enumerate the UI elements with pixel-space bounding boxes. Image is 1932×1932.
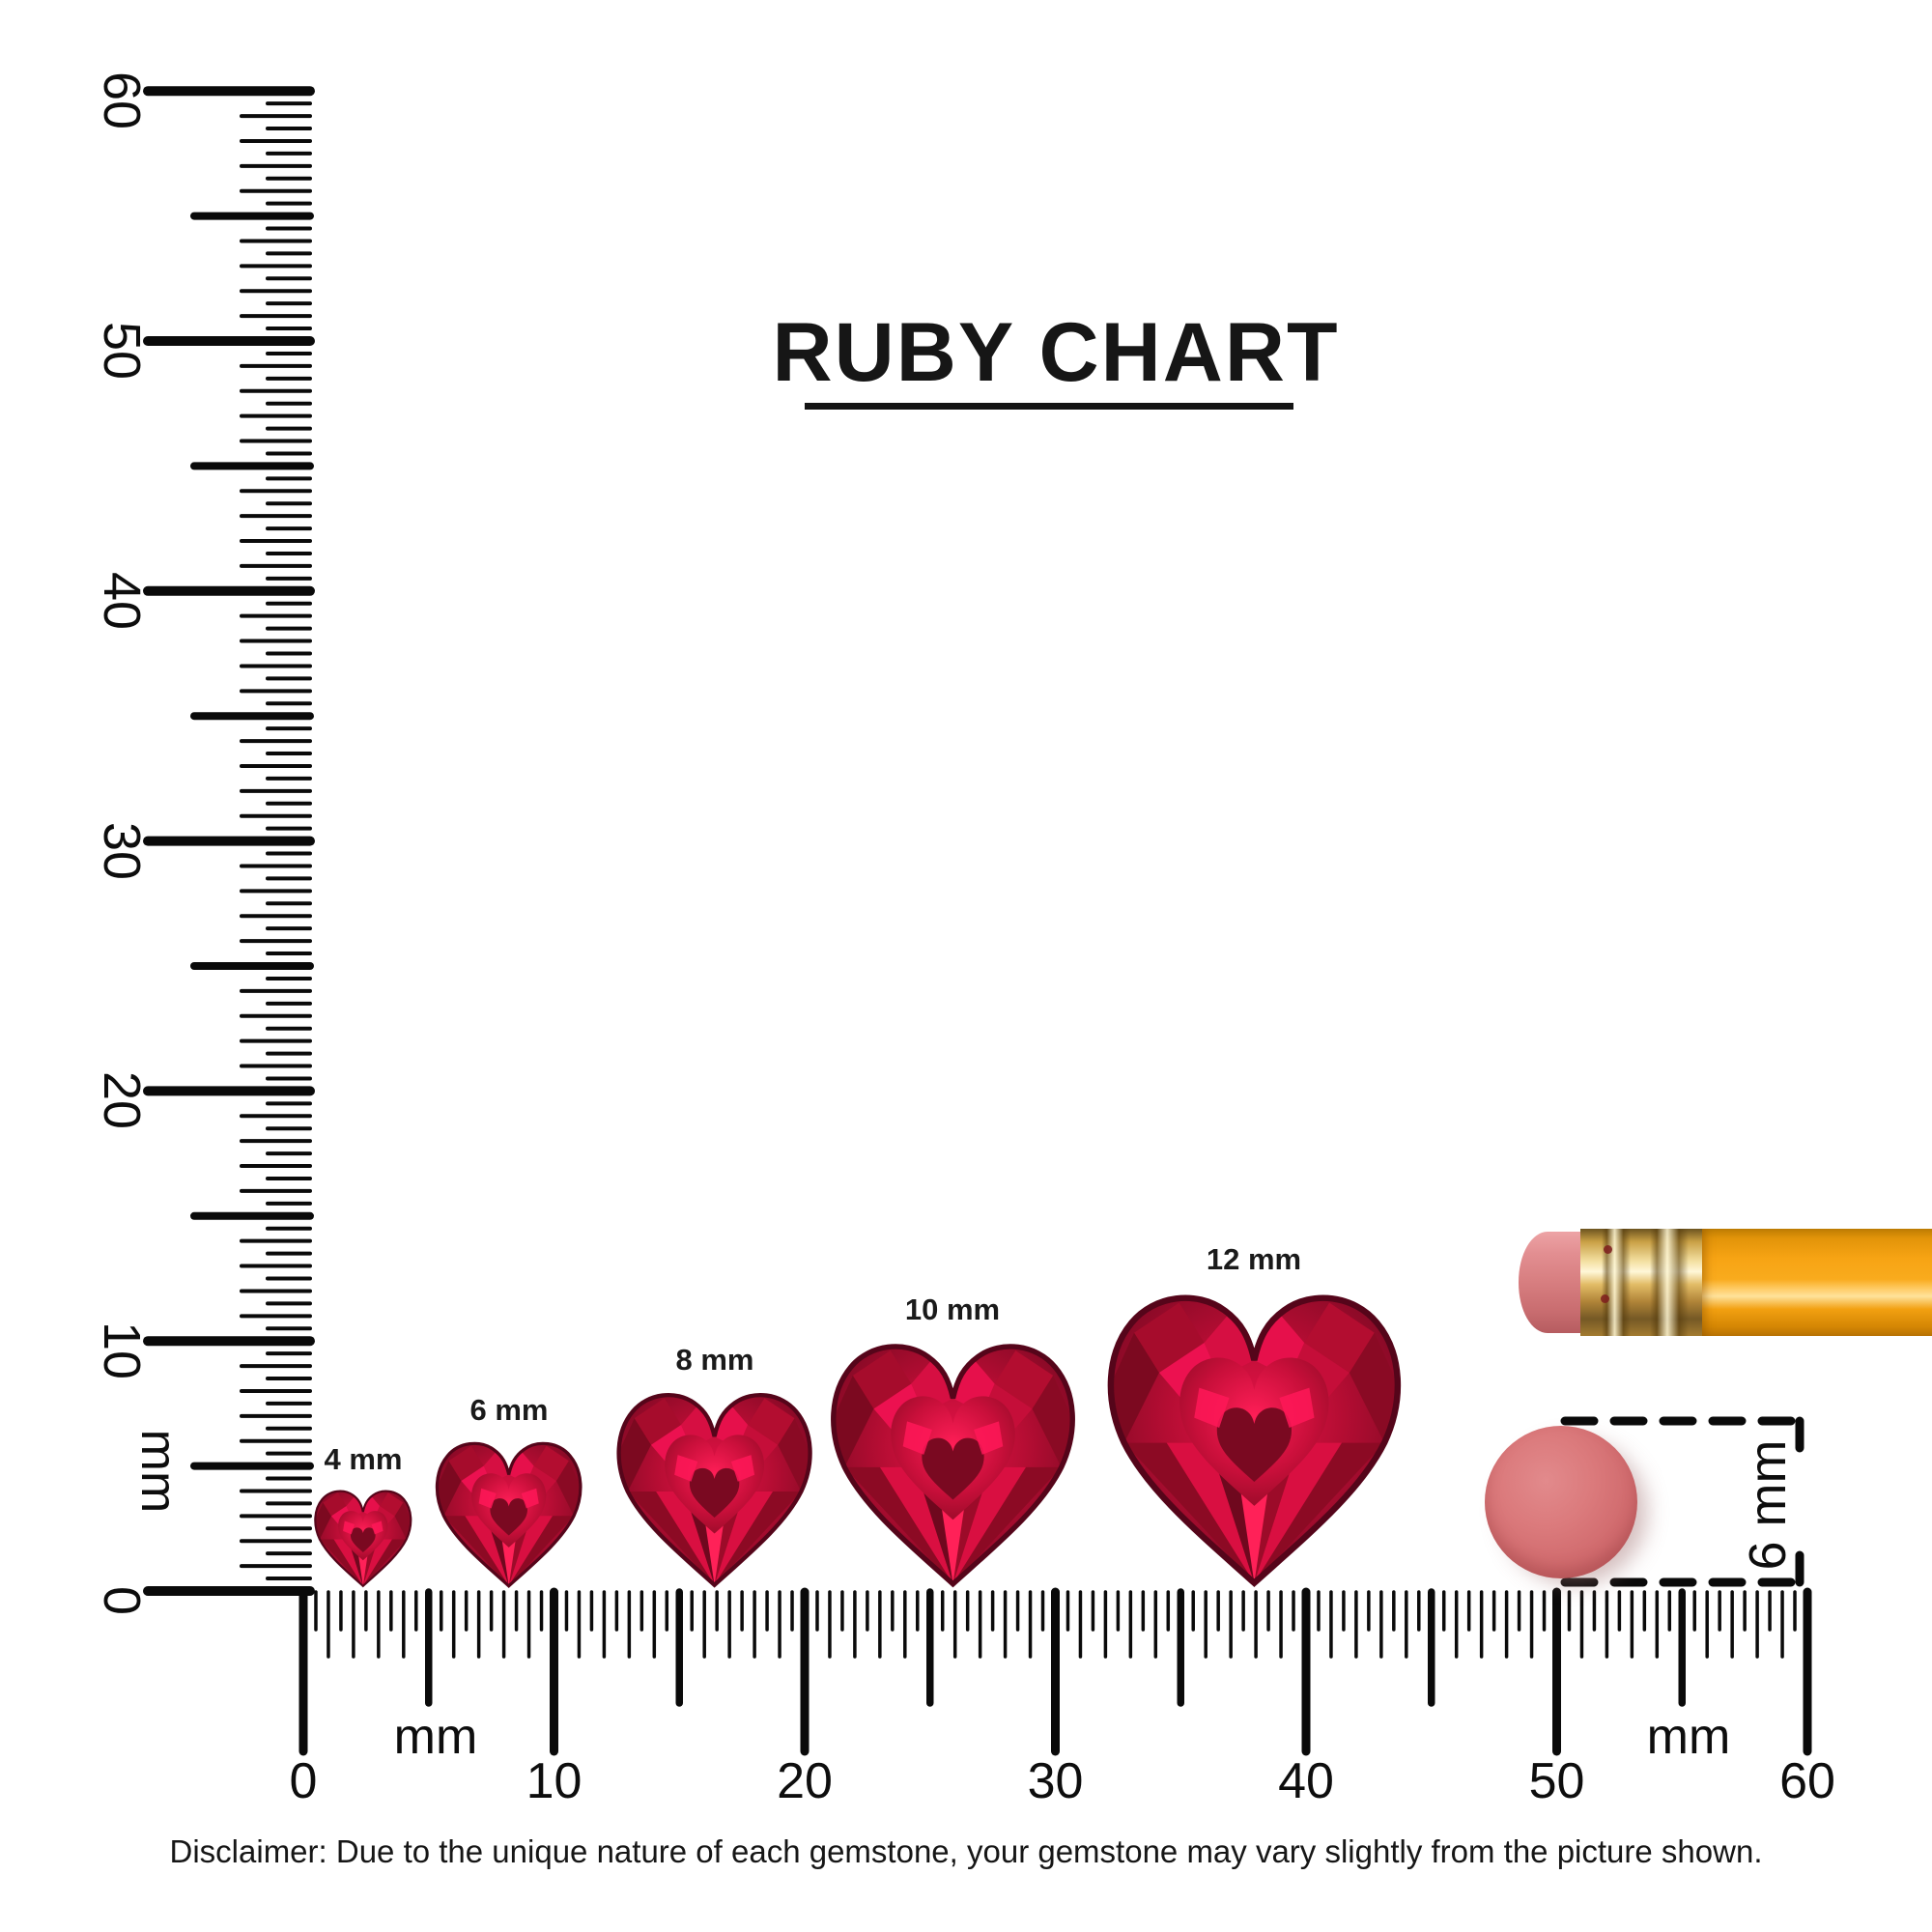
horizontal-ruler-label-60: 60 [1779, 1753, 1835, 1809]
disc-size-label: 6 mm [1739, 1439, 1797, 1571]
ruby-heart-gem-graphic [1104, 1288, 1405, 1588]
title-underline [805, 403, 1293, 410]
ruby-heart-gem-graphic [828, 1338, 1078, 1588]
vertical-ruler-label-50: 50 [93, 321, 151, 381]
ferrule-crimp-ring [1650, 1229, 1689, 1336]
gem-size-label: 12 mm [1206, 1242, 1302, 1277]
disclaimer-text: Disclaimer: Due to the unique nature of … [169, 1833, 1763, 1869]
pencil-body [1702, 1229, 1932, 1336]
eraser-disc-graphic [1485, 1426, 1637, 1578]
vertical-ruler-label-60: 60 [93, 71, 151, 130]
pencil-eraser [1519, 1232, 1584, 1333]
horizontal-ruler-label-30: 30 [1027, 1753, 1084, 1809]
ruby-heart-gem-graphic [614, 1388, 814, 1588]
ferrule-crimp-dot [1604, 1245, 1612, 1254]
ruby-heart-10mm [828, 1338, 1078, 1588]
vertical-ruler-label-20: 20 [93, 1071, 151, 1130]
page-title: RUBY CHART [772, 306, 1340, 399]
gem-size-label: 10 mm [904, 1293, 1001, 1326]
vertical-ruler-unit-label: mm [130, 1429, 186, 1514]
ruby-heart-6mm [434, 1438, 583, 1588]
horizontal-ruler-label-20: 20 [777, 1753, 833, 1809]
vertical-ruler-label-10: 10 [93, 1321, 151, 1380]
ruby-heart-4mm [313, 1488, 413, 1588]
vertical-ruler-label-30: 30 [93, 821, 151, 880]
vertical-ruler-label-40: 40 [93, 571, 151, 630]
horizontal-ruler-label-10: 10 [526, 1753, 582, 1809]
gem-size-label: 4 mm [324, 1442, 403, 1477]
gem-size-label: 8 mm [675, 1342, 754, 1377]
horizontal-ruler-unit-label-left: mm [393, 1709, 478, 1765]
horizontal-ruler-label-0: 0 [289, 1753, 318, 1809]
ruby-heart-12mm [1104, 1288, 1405, 1588]
ruby-heart-gem-graphic [434, 1438, 583, 1588]
horizontal-ruler-label-40: 40 [1278, 1753, 1334, 1809]
ruby-heart-8mm [614, 1388, 814, 1588]
ruby-heart-gem-graphic [313, 1488, 413, 1588]
horizontal-ruler-label-50: 50 [1528, 1753, 1585, 1809]
pencil-ferrule [1580, 1229, 1702, 1336]
ferrule-crimp-dot [1601, 1294, 1609, 1303]
vertical-ruler-label-0: 0 [93, 1585, 151, 1616]
pencil-graphic [1519, 1229, 1932, 1336]
gem-size-label: 6 mm [469, 1392, 549, 1427]
horizontal-ruler-unit-label-right: mm [1646, 1709, 1731, 1765]
